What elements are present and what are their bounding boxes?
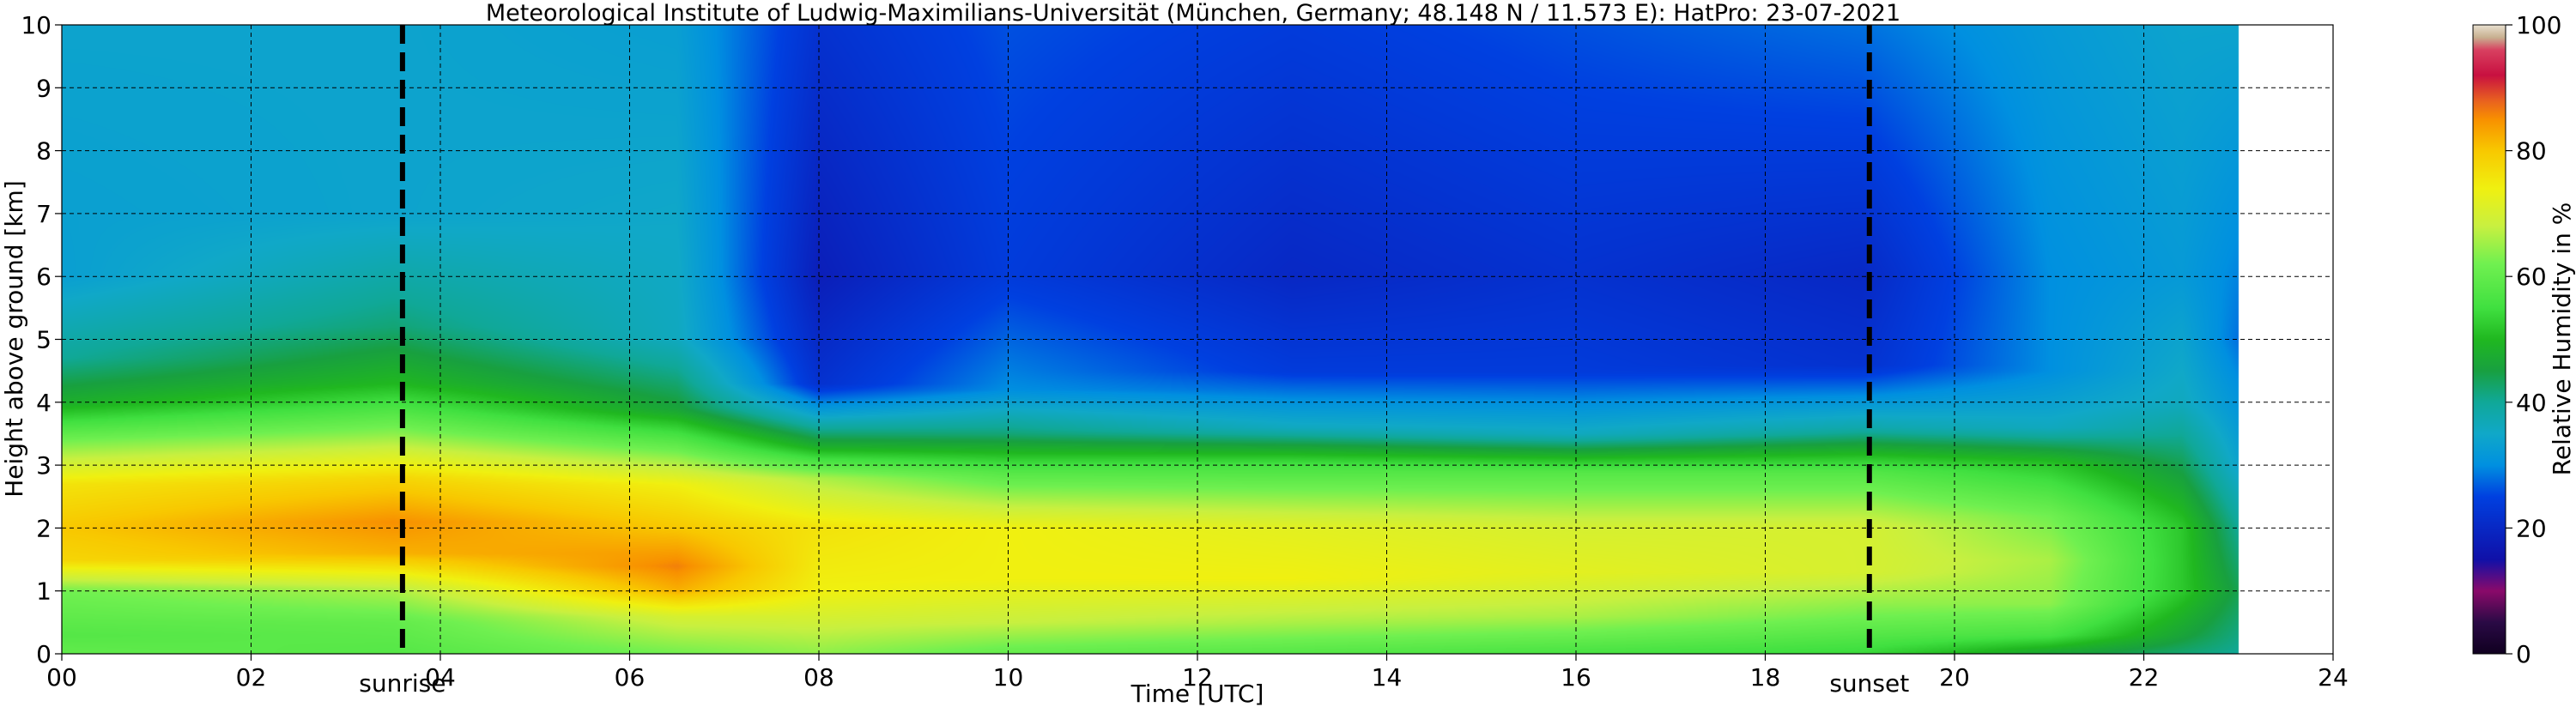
y-tick-label: 8 [36, 137, 52, 166]
y-tick-label: 10 [21, 11, 52, 39]
x-tick-label: 16 [1561, 663, 1591, 692]
colorbar-tick-label: 0 [2516, 640, 2531, 668]
y-tick-label: 6 [36, 263, 52, 291]
colorbar-ticks: 0 20 40 60 80 100 [2506, 11, 2561, 668]
x-tick-label: 18 [1750, 663, 1781, 692]
sunrise-label: sunrise [359, 669, 445, 698]
x-tick-label: 20 [1939, 663, 1970, 692]
colorbar-tick-label: 100 [2516, 11, 2561, 39]
y-tick-label: 0 [36, 640, 52, 668]
x-axis-label: Time [UTC] [1130, 680, 1264, 707]
event-markers: sunrise sunset [359, 25, 1909, 698]
x-tick-label: 04 [425, 663, 456, 692]
colorbar-tick-label: 40 [2516, 389, 2547, 417]
x-tick-label: 06 [615, 663, 646, 692]
y-tick-label: 3 [36, 451, 52, 480]
x-tick-label: 00 [46, 663, 77, 692]
x-tick-label: 14 [1372, 663, 1403, 692]
x-tick-label: 08 [803, 663, 834, 692]
colorbar-tick-label: 20 [2516, 514, 2547, 542]
y-tick-label: 9 [36, 74, 52, 102]
y-tick-label: 5 [36, 326, 52, 354]
colorbar-tick-label: 60 [2516, 263, 2547, 291]
colorbar-label: Relative Humidity in % [2548, 202, 2576, 476]
chart-title: Meteorological Institute of Ludwig-Maxim… [486, 0, 1900, 27]
x-tick-label: 10 [993, 663, 1024, 692]
sunset-label: sunset [1829, 669, 1909, 698]
x-tick-label: 22 [2129, 663, 2160, 692]
x-tick-label: 12 [1182, 663, 1213, 692]
x-axis-ticks: 00 02 04 06 08 10 12 14 16 18 20 22 24 [46, 654, 2349, 692]
y-axis-label: Height above ground [km] [0, 180, 28, 498]
y-tick-label: 4 [36, 389, 52, 417]
y-tick-label: 2 [36, 514, 52, 542]
y-axis-ticks: 0 1 2 3 4 5 6 7 8 9 10 [21, 11, 62, 668]
y-tick-label: 1 [36, 577, 52, 606]
x-tick-label: 02 [236, 663, 267, 692]
colorbar-tick-label: 80 [2516, 137, 2547, 166]
x-tick-label: 24 [2318, 663, 2349, 692]
colorbar [2472, 24, 2506, 655]
y-tick-label: 7 [36, 200, 52, 228]
